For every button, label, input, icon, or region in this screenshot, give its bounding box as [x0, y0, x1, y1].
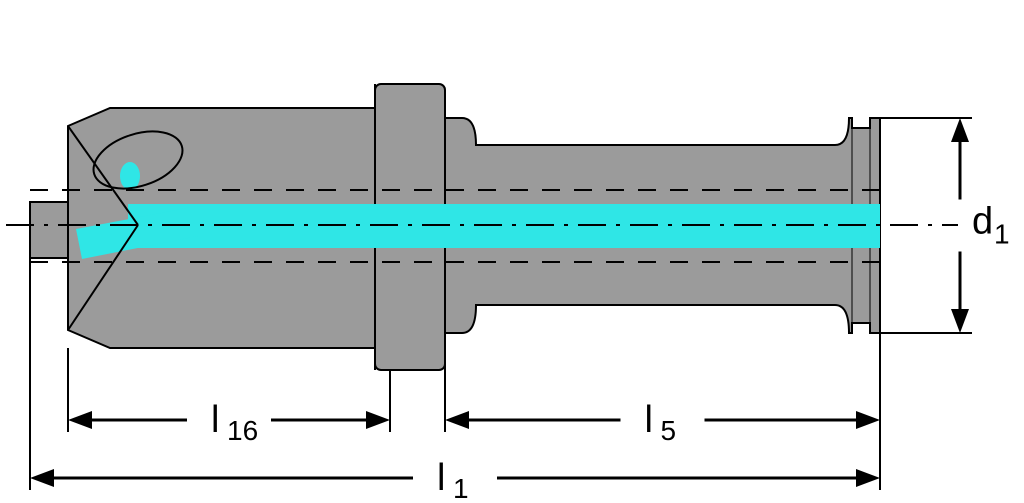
dim-l16-sub: 16 — [227, 415, 258, 446]
dim-l1-sub: 1 — [453, 473, 469, 503]
dim-l1-label: l — [437, 457, 445, 499]
tip — [30, 202, 68, 258]
dim-l1: l1 — [30, 448, 880, 503]
dim-l5-sub: 5 — [661, 415, 677, 446]
dim-l16: l 16 — [68, 390, 390, 446]
dim-l5-label: l — [645, 399, 653, 441]
dim-d1-label: d — [972, 201, 993, 243]
dim-l5: l5 — [445, 390, 880, 446]
coolant-port — [120, 162, 140, 190]
dim-l16-label: l — [211, 399, 219, 441]
tool-body — [30, 84, 880, 370]
dim-d1-sub: 1 — [994, 219, 1010, 250]
